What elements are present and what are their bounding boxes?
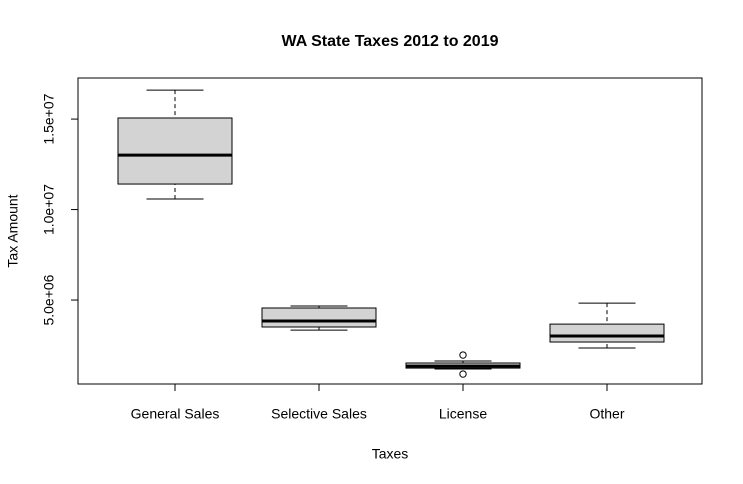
x-tick-label: License	[439, 406, 487, 422]
x-tick-label: General Sales	[131, 406, 220, 422]
box	[117, 117, 233, 185]
chart-title: WA State Taxes 2012 to 2019	[282, 33, 499, 50]
y-tick-label: 5.0e+06	[41, 274, 57, 325]
y-tick-label: 1.5e+07	[41, 93, 57, 144]
y-tick-label: 1.0e+07	[41, 184, 57, 235]
y-axis-label: Tax Amount	[5, 194, 21, 267]
x-axis-label: Taxes	[372, 446, 409, 462]
x-tick-label: Selective Sales	[271, 406, 367, 422]
box	[549, 323, 665, 343]
outlier	[459, 351, 467, 359]
box	[261, 307, 377, 328]
outlier	[459, 370, 467, 378]
x-tick-label: Other	[589, 406, 624, 422]
